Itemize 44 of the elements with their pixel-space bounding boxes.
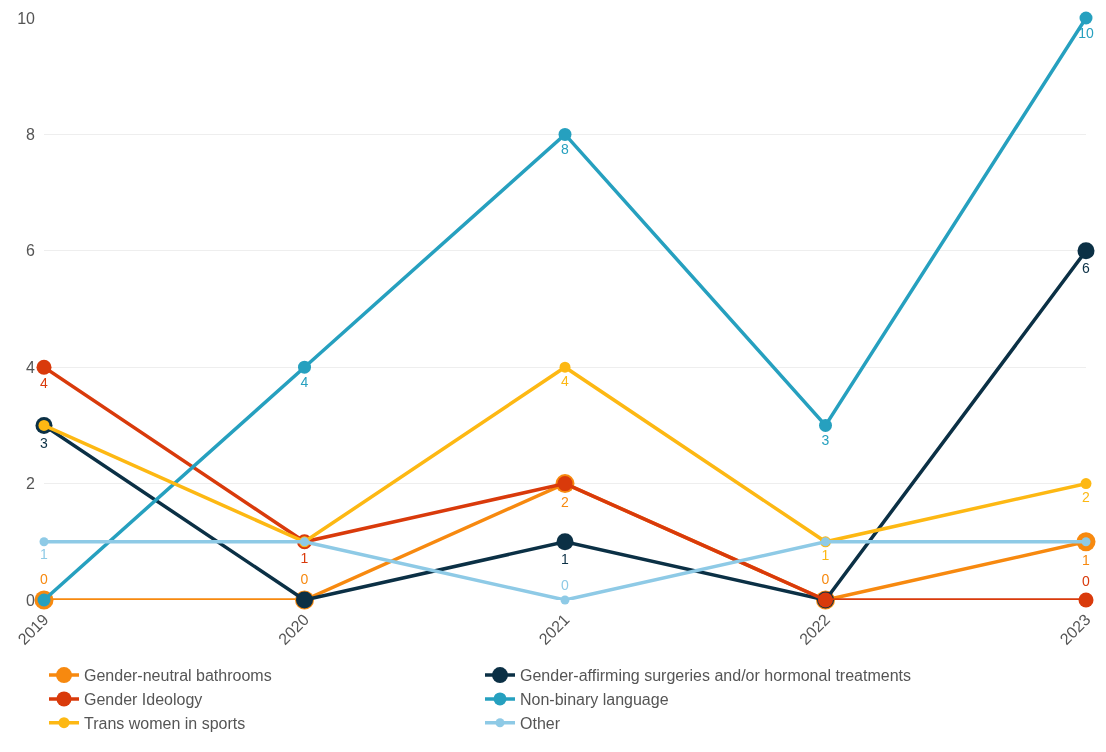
legend-label: Trans women in sports <box>84 714 246 732</box>
point <box>559 361 571 373</box>
point <box>1077 242 1095 260</box>
legend-label: Non-binary language <box>520 691 669 709</box>
data-label: 0 <box>40 570 49 587</box>
data-label: 2 <box>561 493 570 510</box>
data-label: 8 <box>561 141 570 158</box>
point <box>36 359 52 375</box>
point <box>39 537 49 547</box>
y-tick-label: 6 <box>26 242 36 260</box>
point <box>556 533 574 551</box>
legend-label: Other <box>520 714 561 732</box>
point <box>558 127 572 141</box>
legend-label: Gender-affirming surgeries and/or hormonal treatments <box>520 667 911 685</box>
data-label: 2 <box>1082 488 1091 505</box>
y-tick-label: 4 <box>26 358 36 376</box>
data-label: 4 <box>561 372 570 389</box>
y-tick-label: 0 <box>26 591 36 609</box>
data-label: 10 <box>1078 24 1094 41</box>
y-tick-label: 10 <box>17 9 36 27</box>
data-label: 0 <box>1082 573 1091 590</box>
point <box>298 360 311 374</box>
point <box>560 595 570 605</box>
data-label: 0 <box>300 570 309 587</box>
y-tick-label: 2 <box>26 475 36 493</box>
data-label: 1 <box>1082 552 1091 569</box>
data-label: 1 <box>821 547 830 564</box>
data-label: 4 <box>300 373 309 390</box>
data-label: 1 <box>40 545 49 562</box>
data-label: 3 <box>40 434 49 451</box>
data-label: 1 <box>561 550 570 567</box>
y-tick-label: 8 <box>26 126 36 143</box>
data-label: 6 <box>1082 259 1091 276</box>
data-label: 3 <box>821 432 830 449</box>
data-label: 0 <box>821 570 830 587</box>
data-label: 4 <box>40 375 49 392</box>
data-label: 1 <box>300 549 309 566</box>
point <box>1080 478 1092 490</box>
point <box>819 418 832 432</box>
point <box>1079 11 1093 25</box>
legend-label: Gender-neutral bathrooms <box>84 667 272 685</box>
data-label: 0 <box>561 576 570 593</box>
legend-label: Gender Ideology <box>84 691 203 709</box>
point <box>1078 592 1094 608</box>
